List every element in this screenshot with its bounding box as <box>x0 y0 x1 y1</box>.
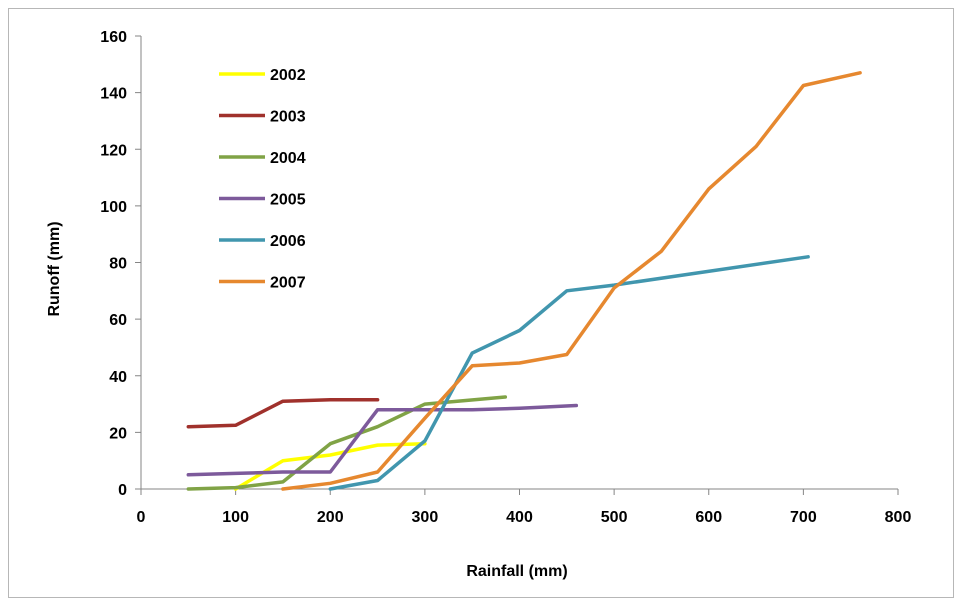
y-tick-label: 160 <box>100 29 127 46</box>
axes <box>135 35 899 495</box>
x-tick-label: 800 <box>885 509 912 526</box>
series-line-2004 <box>186 395 508 491</box>
legend-label-2006: 2006 <box>270 233 306 250</box>
chart-frame: 0 20 40 60 80 100 120 140 160 0 100 200 300 400 500 600… <box>8 8 954 598</box>
line-chart: 0 20 40 60 80 100 120 140 160 0 100 200 300 400 500 600… <box>46 29 911 580</box>
series-line-2006 <box>328 255 810 491</box>
x-tick-label: 300 <box>412 509 439 526</box>
x-tick-label: 0 <box>137 509 146 526</box>
x-tick-label: 600 <box>695 509 722 526</box>
y-tick-label: 120 <box>100 142 127 159</box>
y-tick-label: 140 <box>100 86 127 103</box>
x-tick-label: 500 <box>601 509 628 526</box>
series-group <box>186 71 862 491</box>
legend-label-2005: 2005 <box>270 192 306 209</box>
y-tick-label: 80 <box>109 256 127 273</box>
y-tick-label: 40 <box>109 369 127 386</box>
legend-label-2003: 2003 <box>270 109 306 126</box>
legend-label-2004: 2004 <box>270 150 306 167</box>
x-tick-label: 400 <box>506 509 533 526</box>
x-axis-title: Rainfall (mm) <box>466 563 567 580</box>
series-line-2002 <box>233 441 427 491</box>
x-tick-label: 200 <box>317 509 344 526</box>
legend: 2002 2003 2004 2005 2006 2007 <box>219 67 306 292</box>
legend-label-2002: 2002 <box>270 67 306 84</box>
series-line-2005 <box>186 403 579 477</box>
tick-labels: 0 20 40 60 80 100 120 140 160 0 100 200 300 400 500 600… <box>100 29 911 526</box>
y-tick-label: 60 <box>109 312 127 329</box>
x-tick-label: 100 <box>222 509 249 526</box>
y-tick-label: 100 <box>100 199 127 216</box>
x-tick-label: 700 <box>790 509 817 526</box>
legend-label-2007: 2007 <box>270 275 306 292</box>
y-tick-label: 0 <box>118 482 127 499</box>
y-tick-label: 20 <box>109 425 127 442</box>
y-axis-title: Runoff (mm) <box>46 221 63 316</box>
series-line-2007 <box>281 71 862 491</box>
series-line-2003 <box>186 398 380 429</box>
